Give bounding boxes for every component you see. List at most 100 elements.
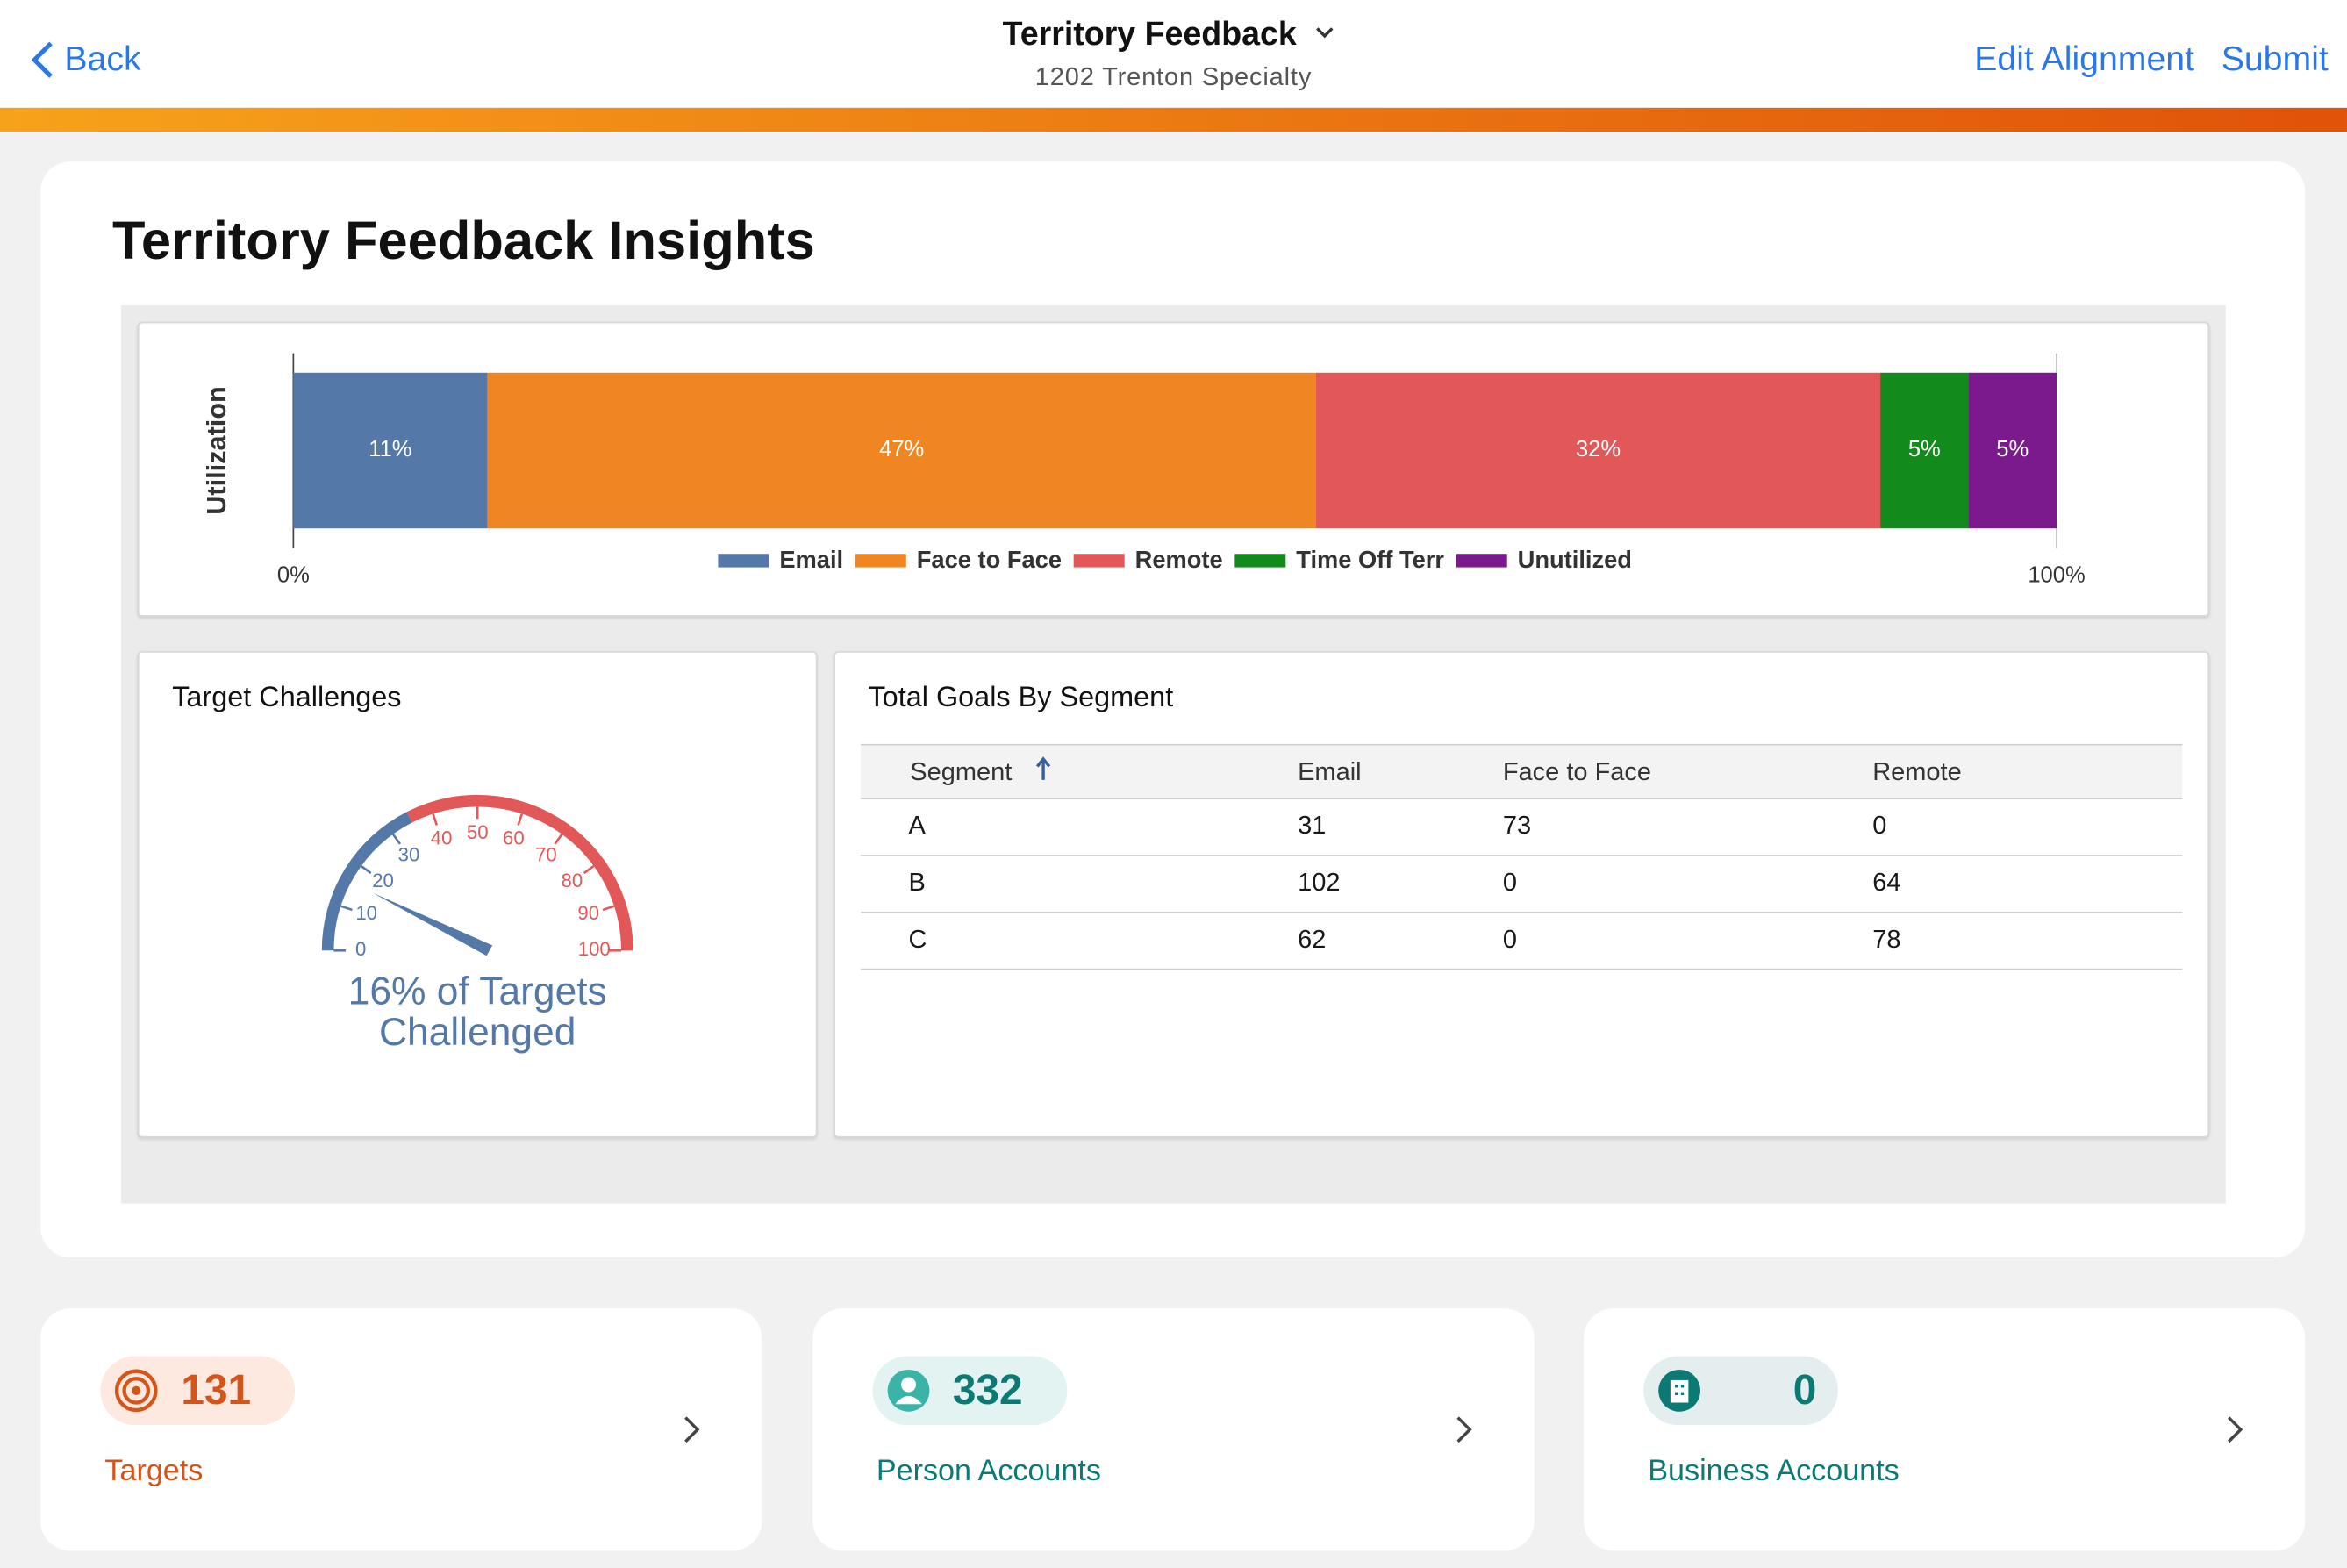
legend-swatch [855, 554, 906, 568]
row-divider [860, 968, 2183, 970]
table-header-row [860, 745, 2183, 799]
count-pill [100, 1356, 296, 1426]
tile-card[interactable]: 131 Targets [40, 1308, 762, 1551]
gauge-tick-label: 70 [535, 844, 557, 866]
gauge-tick [554, 834, 563, 845]
bar-segment [1968, 372, 2057, 529]
column-header: Remote [1872, 757, 1962, 786]
legend-swatch [718, 554, 769, 568]
legend-label: Face to Face [917, 546, 1062, 573]
tile-icon [886, 1369, 929, 1412]
x-tick-label: 0% [277, 563, 310, 588]
gauge-tick-label: 80 [562, 870, 583, 891]
gauge-tick-label: 10 [355, 902, 377, 924]
row-divider [860, 911, 2183, 913]
table-cell: 102 [1298, 868, 1341, 897]
bar-segment [293, 372, 488, 529]
column-header: Email [1298, 757, 1362, 786]
legend-label: Time Off Terr [1296, 546, 1444, 573]
legend-label: Email [779, 546, 843, 573]
count-pill [1643, 1356, 1838, 1426]
legend-label: Unutilized [1518, 546, 1632, 573]
brand-bar [0, 107, 2347, 132]
tile-count: 0 [1792, 1366, 1817, 1414]
gauge-label: 16% of Targets Challenged [347, 968, 607, 1055]
title-text: Territory Feedback [1002, 15, 1297, 53]
tile-icon [114, 1369, 158, 1413]
tile-label: Person Accounts [876, 1455, 1101, 1488]
column-header[interactable]: Segment [910, 757, 1013, 786]
count-pill [871, 1356, 1067, 1426]
sort-icon[interactable] [1033, 756, 1054, 784]
chevron-icon [2228, 1416, 2243, 1443]
gauge-tick-label: 20 [372, 870, 394, 891]
gauge-tick-label: 50 [467, 821, 489, 843]
tile-card[interactable]: 332 Person Accounts [812, 1308, 1534, 1551]
gauge-tick [583, 865, 595, 875]
tile-icon [1658, 1369, 1701, 1412]
table-cell: 64 [1872, 868, 1901, 897]
dropdown-icon [1316, 27, 1334, 39]
legend-swatch [1456, 554, 1507, 568]
gauge-tick [360, 865, 372, 875]
table-cell: 78 [1872, 925, 1901, 954]
gauge-tick-label: 0 [355, 938, 366, 960]
gauge-tick [340, 905, 353, 912]
gauge-tick [602, 905, 615, 912]
gauge-needle [372, 892, 493, 956]
utilization-chart: Utilization 0% 100% 11% 47% 32% 5% 5% Email Face … [201, 353, 2086, 588]
table-cell: 0 [1502, 925, 1517, 954]
bar-segment [487, 372, 1316, 529]
gauge-band [321, 812, 412, 951]
gauge-tick [517, 813, 524, 826]
gauge-tick-label: 60 [503, 827, 525, 849]
table-cell: A [908, 811, 926, 841]
table-cell: 31 [1298, 811, 1327, 841]
value-label: 5% [1908, 437, 1941, 462]
value-label: 47% [879, 437, 924, 462]
goals-card: Total Goals By Segment Segment Email Face … [834, 651, 2210, 1138]
y-axis-label: Utilization [201, 386, 232, 515]
table-cell: 0 [1872, 811, 1887, 841]
legend-swatch [1234, 554, 1286, 568]
table-cell: B [908, 868, 926, 897]
goals-table: Segment Email Face to Face Remote A 31 73 0 B 102… [835, 653, 2207, 1136]
gauge-band [406, 794, 633, 951]
tile-count: 131 [181, 1366, 252, 1414]
chevron-icon [684, 1416, 700, 1443]
legend-label: Remote [1135, 546, 1223, 573]
value-label: 11% [369, 437, 411, 462]
tile-label: Business Accounts [1648, 1455, 1900, 1488]
back-button[interactable]: Back [64, 39, 141, 78]
value-label: 32% [1576, 437, 1621, 462]
chevron-icon [1456, 1416, 1471, 1443]
gauge-tick-label: 40 [431, 827, 453, 849]
back-icon[interactable] [27, 39, 57, 83]
row-divider [860, 743, 2183, 746]
bar-segment [1315, 372, 1881, 529]
legend: Email Face to Face Remote Time Off Terr Unut… [718, 546, 1632, 573]
submit-button[interactable]: Submit [2221, 39, 2329, 78]
table-cell: 73 [1502, 811, 1532, 841]
row-divider [860, 855, 2183, 856]
card-title: Target Challenges [172, 682, 402, 714]
table-cell: 0 [1502, 868, 1517, 897]
header-title[interactable]: Territory Feedback [0, 15, 2347, 54]
header-subtitle: 1202 Trenton Specialty [1034, 62, 1313, 92]
legend-swatch [1073, 554, 1125, 568]
insights-title: Territory Feedback Insights [111, 209, 815, 271]
table-cell: C [908, 925, 927, 954]
tile-card[interactable]: 0 Business Accounts [1583, 1308, 2306, 1551]
gauge-tick-label: 100 [578, 938, 611, 960]
row-divider [860, 798, 2183, 799]
card-title: Total Goals By Segment [868, 682, 1174, 714]
gauge-tick-label: 90 [577, 902, 599, 924]
x-tick-label: 100% [2028, 563, 2085, 588]
tile-count: 332 [952, 1366, 1023, 1414]
table-cell: 62 [1298, 925, 1327, 954]
edit-alignment-button[interactable]: Edit Alignment [1974, 39, 2195, 78]
bar-segment [1880, 372, 1969, 529]
